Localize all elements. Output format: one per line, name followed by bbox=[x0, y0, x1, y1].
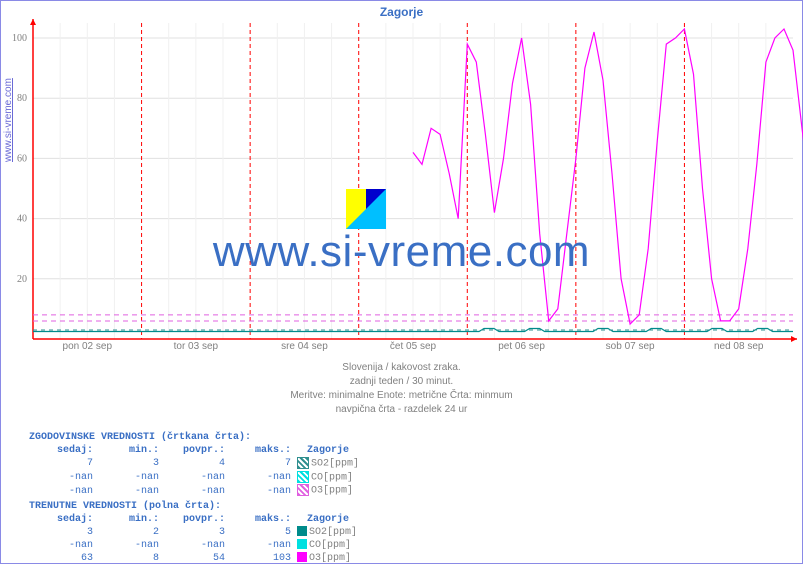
series-label-text: O3[ppm] bbox=[311, 486, 353, 497]
series-swatch-icon bbox=[297, 484, 309, 496]
subtitle-line: Meritve: minimalne Enote: metrične Črta:… bbox=[1, 389, 802, 403]
series-label-text: CO[ppm] bbox=[309, 540, 351, 551]
table-cell: -nan bbox=[95, 484, 161, 498]
table-row: 7347SO2[ppm] bbox=[29, 457, 361, 471]
chart-frame: Zagorje www.si-vreme.com 20406080100 www… bbox=[0, 0, 803, 564]
chart-title: Zagorje bbox=[1, 5, 802, 19]
table-series-label: SO2[ppm] bbox=[293, 457, 361, 471]
series-swatch-icon bbox=[297, 552, 307, 562]
table-cell: -nan bbox=[29, 471, 95, 485]
x-tick-label: pet 06 sep bbox=[498, 341, 545, 352]
table-row: 63854103 O3[ppm] bbox=[29, 552, 359, 565]
table-cell: 4 bbox=[161, 457, 227, 471]
table-cell: -nan bbox=[161, 539, 227, 552]
data-tables: ZGODOVINSKE VREDNOSTI (črtkana črta): se… bbox=[29, 431, 449, 565]
plot-svg: 20406080100 bbox=[33, 23, 793, 339]
subtitle-line: Slovenija / kakovost zraka. bbox=[1, 361, 802, 375]
x-tick-label: pon 02 sep bbox=[63, 341, 113, 352]
table-cell: -nan bbox=[161, 484, 227, 498]
table-header: sedaj: bbox=[29, 513, 95, 526]
x-tick-label: sob 07 sep bbox=[606, 341, 655, 352]
table-header: min.: bbox=[95, 444, 161, 457]
table-series-label: CO[ppm] bbox=[293, 471, 361, 485]
table-row: -nan-nan-nan-nanCO[ppm] bbox=[29, 471, 361, 485]
table-header: Zagorje bbox=[293, 444, 361, 457]
table-cell: -nan bbox=[227, 471, 293, 485]
current-table: sedaj:min.:povpr.:maks.:Zagorje3235SO2[p… bbox=[29, 513, 359, 565]
series-label-text: SO2[ppm] bbox=[311, 459, 359, 470]
series-swatch-icon bbox=[297, 526, 307, 536]
x-tick-label: tor 03 sep bbox=[174, 341, 218, 352]
table-cell: -nan bbox=[161, 471, 227, 485]
table-series-label: SO2[ppm] bbox=[293, 526, 359, 539]
table-cell: 5 bbox=[227, 526, 293, 539]
svg-text:40: 40 bbox=[17, 214, 27, 225]
ylabel-link[interactable]: www.si-vreme.com bbox=[3, 78, 14, 162]
x-axis-ticks: pon 02 sep tor 03 sep sre 04 sep čet 05 sep… bbox=[33, 341, 793, 357]
table-cell: 7 bbox=[227, 457, 293, 471]
plot-area: 20406080100 bbox=[33, 23, 793, 339]
table-cell: 54 bbox=[161, 552, 227, 565]
table-cell: 3 bbox=[29, 526, 95, 539]
x-tick-label: čet 05 sep bbox=[390, 341, 436, 352]
table-cell: 3 bbox=[161, 526, 227, 539]
table-series-label: O3[ppm] bbox=[293, 484, 361, 498]
x-tick-label: sre 04 sep bbox=[281, 341, 328, 352]
table-header: maks.: bbox=[227, 444, 293, 457]
table-header: maks.: bbox=[227, 513, 293, 526]
table-cell: -nan bbox=[95, 471, 161, 485]
series-label-text: CO[ppm] bbox=[311, 472, 353, 483]
table-cell: -nan bbox=[227, 484, 293, 498]
table-cell: -nan bbox=[29, 484, 95, 498]
table-header: Zagorje bbox=[293, 513, 359, 526]
historic-table: sedaj:min.:povpr.:maks.:Zagorje7347SO2[p… bbox=[29, 444, 361, 498]
table-header: min.: bbox=[95, 513, 161, 526]
series-swatch-icon bbox=[297, 471, 309, 483]
table-cell: -nan bbox=[29, 539, 95, 552]
series-swatch-icon bbox=[297, 457, 309, 469]
table-header: povpr.: bbox=[161, 444, 227, 457]
table-series-label: CO[ppm] bbox=[293, 539, 359, 552]
x-tick-label: ned 08 sep bbox=[714, 341, 764, 352]
table-cell: -nan bbox=[95, 539, 161, 552]
historic-heading: ZGODOVINSKE VREDNOSTI (črtkana črta): bbox=[29, 431, 449, 444]
table-series-label: O3[ppm] bbox=[293, 552, 359, 565]
table-row: -nan-nan-nan-nanO3[ppm] bbox=[29, 484, 361, 498]
table-cell: 2 bbox=[95, 526, 161, 539]
table-cell: 3 bbox=[95, 457, 161, 471]
series-label-text: SO2[ppm] bbox=[309, 527, 357, 538]
subtitle-line: navpična črta - razdelek 24 ur bbox=[1, 403, 802, 417]
table-row: -nan-nan-nan-nanCO[ppm] bbox=[29, 539, 359, 552]
table-cell: 7 bbox=[29, 457, 95, 471]
table-cell: 103 bbox=[227, 552, 293, 565]
table-cell: 63 bbox=[29, 552, 95, 565]
table-cell: -nan bbox=[227, 539, 293, 552]
table-header: sedaj: bbox=[29, 444, 95, 457]
svg-text:60: 60 bbox=[17, 153, 27, 164]
svg-text:100: 100 bbox=[12, 33, 27, 44]
current-heading: TRENUTNE VREDNOSTI (polna črta): bbox=[29, 500, 449, 513]
table-row: 3235SO2[ppm] bbox=[29, 526, 359, 539]
table-header: povpr.: bbox=[161, 513, 227, 526]
subtitle-line: zadnji teden / 30 minut. bbox=[1, 375, 802, 389]
table-cell: 8 bbox=[95, 552, 161, 565]
chart-subtitles: Slovenija / kakovost zraka. zadnji teden… bbox=[1, 361, 802, 417]
series-label-text: O3[ppm] bbox=[309, 553, 351, 564]
svg-text:20: 20 bbox=[17, 274, 27, 285]
series-swatch-icon bbox=[297, 539, 307, 549]
svg-text:80: 80 bbox=[17, 93, 27, 104]
